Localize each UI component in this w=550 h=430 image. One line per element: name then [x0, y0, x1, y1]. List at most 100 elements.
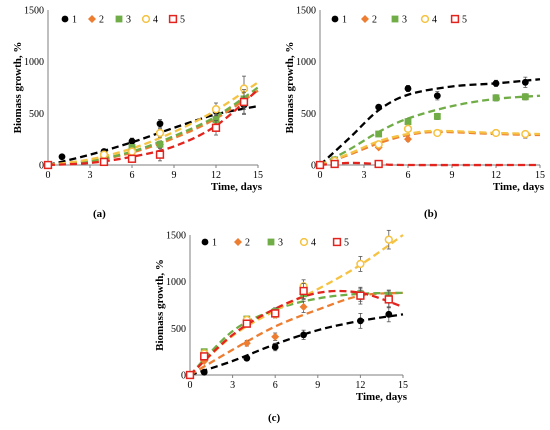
series-1-point — [433, 92, 441, 100]
legend-item-5: 5 — [168, 14, 185, 26]
legend-item-3: 3 — [115, 15, 131, 26]
series-5-point — [211, 123, 221, 132]
x-tick-label: 15 — [535, 170, 545, 181]
legend-item-2: 2 — [88, 15, 104, 26]
series-3-point — [404, 118, 412, 125]
series-5-point — [242, 319, 251, 328]
panel-label-b: (b) — [424, 208, 438, 220]
y-tick-label: 0 — [311, 161, 316, 172]
legend-label-2: 2 — [99, 15, 104, 26]
series-5-point — [315, 160, 325, 170]
series-5-point — [330, 159, 339, 169]
series-2-point — [299, 302, 308, 311]
legend-item-1: 1 — [201, 238, 217, 249]
legend-marker-5 — [332, 237, 342, 247]
series-5-point — [374, 159, 383, 169]
series-4-point — [211, 105, 221, 114]
series-2-point — [242, 339, 251, 348]
x-tick-label: 6 — [406, 170, 411, 181]
x-tick-label: 6 — [273, 380, 278, 391]
legend-item-4: 4 — [420, 14, 437, 26]
series-5-point — [271, 309, 280, 318]
series-4-point — [155, 128, 165, 138]
legend-marker-3 — [115, 15, 123, 23]
y-tick-label: 1000 — [296, 57, 316, 68]
series-4-point — [384, 235, 393, 244]
y-tick-label: 1500 — [166, 231, 186, 242]
legend-label-3: 3 — [126, 15, 131, 26]
x-tick-label: 15 — [253, 170, 263, 181]
legend-marker-4 — [420, 14, 430, 24]
series-3-point — [375, 130, 383, 138]
x-axis-label: Time, days — [493, 181, 545, 193]
series-3-point — [492, 94, 500, 102]
series-1-trend-line — [47, 104, 259, 167]
x-tick-label: 3 — [362, 170, 367, 181]
x-tick-label: 9 — [172, 170, 177, 181]
y-axis-label: Biomass growth, % — [284, 42, 296, 134]
panel-label-c: (c) — [268, 412, 281, 424]
x-tick-label: 12 — [355, 380, 365, 391]
y-tick-label: 500 — [301, 109, 316, 120]
y-axis-label: Biomass growth, % — [12, 42, 24, 134]
series-2-trend-line — [47, 89, 259, 167]
x-tick-label: 0 — [318, 170, 323, 181]
legend-label-3: 3 — [402, 15, 407, 26]
series-4-point — [374, 140, 383, 149]
legend-label-3: 3 — [278, 238, 283, 249]
legend-marker-5 — [168, 14, 178, 24]
x-axis-label: Time, days — [356, 391, 408, 403]
x-tick-label: 9 — [450, 170, 455, 181]
series-5-trend-line — [47, 88, 259, 167]
series-5-point — [299, 286, 308, 296]
series-5-point — [356, 291, 365, 300]
legend-item-1: 1 — [331, 15, 347, 26]
series-1-point — [271, 343, 279, 351]
series-3-point — [212, 116, 220, 123]
y-tick-label: 500 — [171, 324, 186, 335]
series-5-point — [43, 160, 53, 170]
series-5-point — [384, 295, 393, 304]
legend-label-4: 4 — [432, 15, 437, 26]
series-5-point — [185, 370, 195, 380]
series-3-point — [156, 140, 164, 148]
legend-marker-1 — [61, 15, 69, 23]
legend-label-1: 1 — [72, 15, 77, 26]
series-1-point — [521, 78, 529, 86]
series-1-point — [58, 153, 66, 161]
series-1-point — [300, 331, 307, 339]
legend-marker-2 — [234, 238, 242, 246]
legend-item-2: 2 — [361, 15, 377, 26]
legend-label-5: 5 — [344, 238, 349, 249]
y-tick-label: 500 — [29, 109, 44, 120]
x-tick-label: 3 — [230, 380, 235, 391]
chart-panel-b: 0 500 1000 1500 0 3 6 9 12 15 Time, days Biomass gr… — [275, 0, 550, 195]
series-4-trend-line — [189, 234, 404, 376]
series-5-trend-line — [189, 289, 404, 376]
y-tick-label: 1500 — [296, 6, 316, 17]
series-4-point — [99, 150, 109, 159]
x-tick-label: 6 — [130, 170, 135, 181]
legend-label-4: 4 — [311, 238, 316, 249]
series-5-point — [99, 157, 109, 167]
legend-marker-2 — [88, 15, 96, 23]
series-1-point — [357, 317, 364, 325]
series-1-point — [200, 368, 208, 376]
series-5-point — [155, 150, 165, 159]
series-5-point — [200, 352, 209, 361]
series-1-point — [128, 137, 136, 145]
x-tick-label: 3 — [88, 170, 93, 181]
series-3-point — [433, 113, 441, 120]
legend-marker-4 — [299, 237, 309, 247]
series-1-point — [385, 310, 393, 318]
legend-item-5: 5 — [450, 15, 467, 26]
legend-label-2: 2 — [245, 238, 250, 249]
y-tick-label: 0 — [39, 161, 44, 172]
legend-marker-3 — [391, 15, 399, 23]
y-tick-label: 1500 — [24, 6, 44, 17]
legend-item-3: 3 — [391, 15, 407, 26]
y-tick-label: 1000 — [24, 57, 44, 68]
